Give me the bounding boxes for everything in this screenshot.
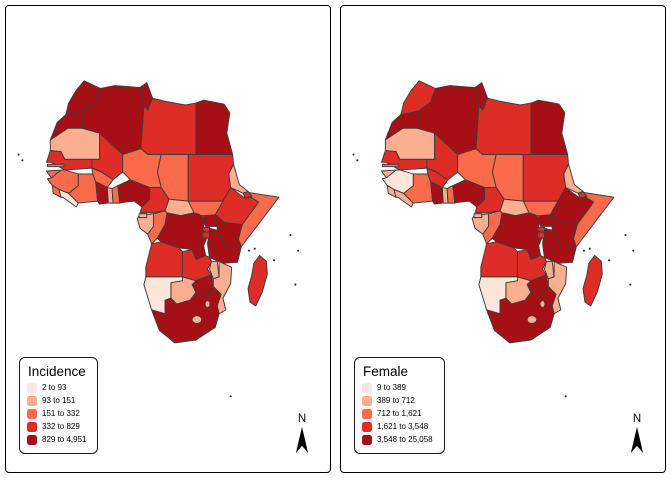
legend-item: 712 to 1,621 [362, 409, 433, 419]
legend-item: 9 to 389 [362, 383, 433, 393]
country-eq_guinea [138, 213, 148, 219]
legend-swatch [27, 409, 37, 419]
north-label: N [297, 413, 307, 425]
country-cameroon [139, 187, 170, 214]
country-drc [156, 212, 209, 260]
country-djibouti [242, 190, 253, 199]
country-gambia [381, 163, 400, 168]
island-dot [588, 247, 591, 250]
country-tanzania [207, 227, 242, 264]
island-dot [582, 249, 586, 252]
country-libya [140, 97, 197, 156]
country-south_africa [486, 286, 557, 344]
legend-item: 829 to 4,951 [27, 435, 86, 445]
legend-swatch [27, 396, 37, 406]
legend-item: 93 to 151 [27, 396, 86, 406]
island-dot [564, 395, 567, 398]
island-dot [273, 259, 276, 262]
legend-swatch [362, 396, 372, 406]
country-ghana [95, 181, 109, 205]
island-dot [289, 234, 292, 237]
legend-label: 712 to 1,621 [377, 409, 422, 418]
legend-label: 1,621 to 3,548 [377, 422, 429, 431]
legend-label: 332 to 829 [42, 422, 80, 431]
legend-item: 389 to 712 [362, 396, 433, 406]
country-ghana [430, 181, 444, 205]
legend-swatch [362, 409, 372, 419]
legend-swatch [27, 383, 37, 393]
legend-title: Female [363, 364, 409, 379]
country-tanzania [542, 227, 577, 264]
legend-label: 389 to 712 [377, 396, 415, 405]
island-dot [297, 249, 300, 252]
country-lesotho [191, 315, 203, 324]
country-drc [491, 212, 544, 260]
country-burundi [202, 231, 210, 239]
north-arrow-icon [630, 426, 644, 454]
legend-item: 332 to 829 [27, 422, 86, 432]
legend-label: 93 to 151 [42, 396, 76, 405]
island-dot [17, 153, 20, 156]
country-djibouti [577, 190, 588, 199]
legend-swatch [27, 435, 37, 445]
island-dot [253, 247, 256, 250]
legend-item: 1,621 to 3,548 [362, 422, 433, 432]
island-dot [632, 249, 635, 252]
island-dot [21, 159, 24, 162]
island-dot [229, 395, 232, 398]
country-egypt [195, 99, 234, 156]
country-cameroon [474, 187, 505, 214]
legend-item: 2 to 93 [27, 383, 86, 393]
panel-female: Female 9 to 389 389 to 712 712 to 1,621 1,6… [340, 5, 666, 473]
island-dot [624, 234, 627, 237]
legend-title: Incidence [28, 364, 86, 379]
country-burundi [537, 231, 545, 239]
country-angola [145, 241, 183, 278]
island-dot [247, 249, 251, 252]
legend-label: 829 to 4,951 [42, 435, 87, 444]
country-rwanda [537, 226, 545, 232]
africa-map-incidence [17, 80, 300, 398]
legend-female: Female 9 to 389 389 to 712 712 to 1,621 1,6… [354, 357, 445, 454]
country-libya [475, 97, 532, 156]
country-eswatini [204, 300, 211, 309]
africa-map-female [352, 80, 635, 398]
legend-swatch [362, 435, 372, 445]
legend-swatch [362, 383, 372, 393]
island-dot [356, 159, 359, 162]
country-madagascar [582, 255, 603, 307]
legend-items: 9 to 389 389 to 712 712 to 1,621 1,621 to 3… [362, 383, 433, 445]
country-south_africa [151, 286, 222, 344]
legend-item: 151 to 332 [27, 409, 86, 419]
legend-item: 3,548 to 25,058 [362, 435, 433, 445]
legend-label: 151 to 332 [42, 409, 80, 418]
country-eq_guinea [473, 213, 483, 219]
legend-items: 2 to 93 93 to 151 151 to 332 332 to 829 829 … [27, 383, 86, 445]
island-dot [294, 283, 297, 286]
island-dot [608, 259, 611, 262]
north-arrow: N [625, 413, 649, 454]
country-lesotho [526, 315, 538, 324]
north-arrow-icon [295, 426, 309, 454]
country-madagascar [247, 255, 268, 307]
north-label: N [632, 413, 642, 425]
country-rwanda [202, 226, 210, 232]
island-dot [352, 153, 355, 156]
country-eswatini [539, 300, 546, 309]
country-egypt [530, 99, 569, 156]
island-dot [629, 283, 632, 286]
legend-swatch [362, 422, 372, 432]
legend-incidence: Incidence 2 to 93 93 to 151 151 to 332 332 … [19, 357, 99, 454]
legend-swatch [27, 422, 37, 432]
country-angola [480, 241, 518, 278]
country-gambia [46, 163, 65, 168]
legend-label: 2 to 93 [42, 383, 67, 392]
legend-label: 3,548 to 25,058 [377, 435, 433, 444]
legend-label: 9 to 389 [377, 383, 406, 392]
panel-incidence: Incidence 2 to 93 93 to 151 151 to 332 332 … [5, 5, 331, 473]
north-arrow: N [290, 413, 314, 454]
